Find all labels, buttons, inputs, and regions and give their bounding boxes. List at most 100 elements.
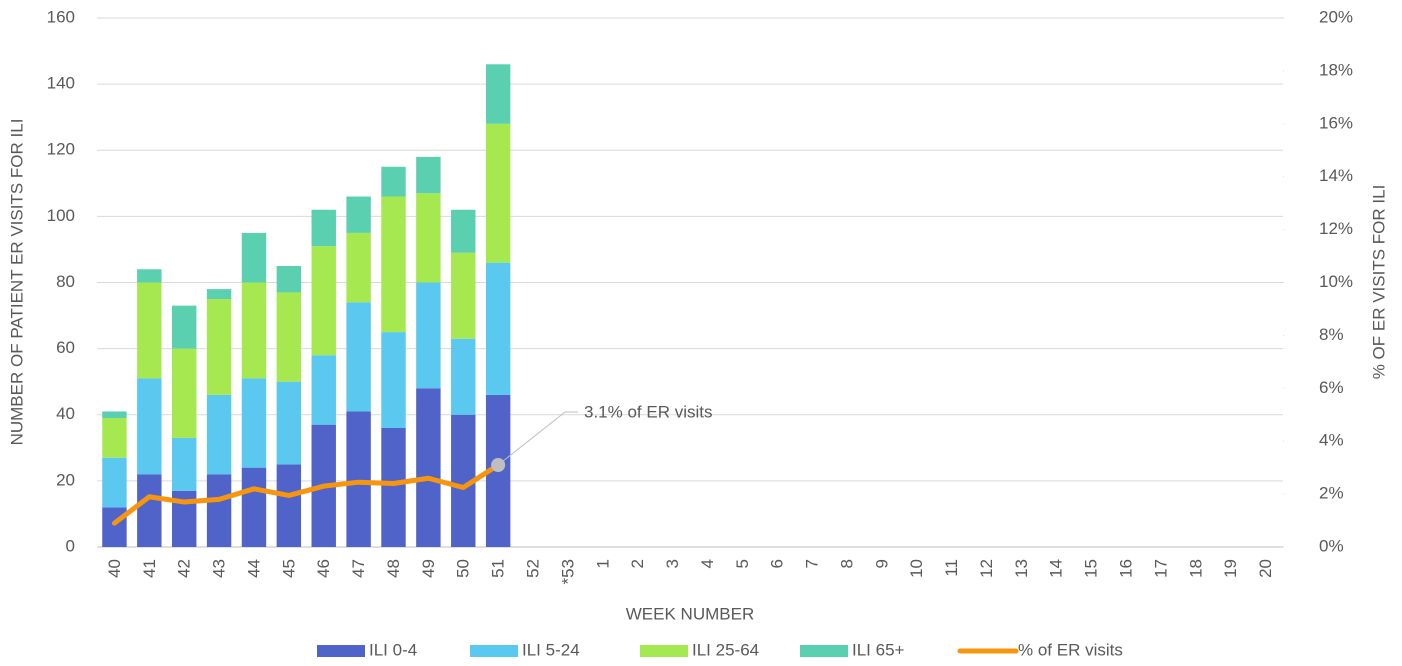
x-axis-title: WEEK NUMBER	[626, 604, 754, 623]
x-tick-label: 50	[454, 559, 473, 578]
x-tick-label: 52	[524, 559, 543, 578]
annotation: 3.1% of ER visits	[584, 402, 713, 421]
bar-segment	[311, 209, 336, 247]
y2-axis-title: % OF ER VISITS FOR ILI	[1369, 185, 1388, 380]
x-tick-label: 17	[1151, 559, 1170, 578]
bar-segment	[381, 196, 406, 333]
bar-segment	[102, 411, 127, 419]
bar-segment	[485, 123, 511, 263]
x-tick-label: 20	[1256, 559, 1275, 578]
x-tick-label: 19	[1221, 559, 1240, 578]
bar-segment	[102, 457, 127, 508]
x-tick-label: 51	[489, 559, 508, 578]
legend-swatch	[800, 645, 848, 657]
y2-tick-label: 6%	[1319, 378, 1344, 397]
y-tick-label: 100	[47, 206, 75, 225]
y-axis-title: NUMBER OF PATIENT ER VISITS FOR ILI	[7, 119, 26, 446]
x-tick-label: 14	[1047, 559, 1066, 578]
y2-tick-label: 10%	[1319, 272, 1353, 291]
y-tick-label: 140	[47, 74, 75, 93]
legend-label: % of ER visits	[1018, 640, 1123, 659]
bar-segment	[416, 193, 441, 283]
y2-tick-label: 20%	[1319, 7, 1353, 26]
y-tick-label: 60	[56, 338, 75, 357]
bar-segment	[381, 166, 406, 197]
x-tick-label: 7	[803, 559, 822, 568]
bar-segment	[381, 332, 406, 428]
x-tick-label: 11	[942, 559, 961, 577]
annotation-leader	[497, 411, 566, 466]
legend-label: ILI 5-24	[522, 640, 580, 659]
bar-segment	[346, 196, 371, 233]
bar-segment	[171, 348, 197, 438]
x-tick-label: *53	[558, 559, 577, 585]
x-tick-label: 41	[140, 559, 159, 578]
bar-segment	[416, 156, 441, 194]
bar-segment	[276, 265, 302, 293]
x-tick-label: 1	[593, 559, 612, 568]
bar-segment	[346, 232, 371, 303]
x-tick-label: 48	[384, 559, 403, 578]
bar-segment	[102, 507, 127, 547]
x-tick-label: 18	[1186, 559, 1205, 578]
bar-segment	[311, 355, 336, 425]
bar-segment	[276, 381, 302, 465]
y2-tick-label: 2%	[1319, 484, 1344, 503]
bar-segment	[276, 292, 302, 382]
y2-tick-label: 16%	[1319, 113, 1353, 132]
legend-swatch	[640, 645, 688, 657]
bar-segment	[137, 269, 162, 283]
legend-swatch	[470, 645, 518, 657]
y2-tick-label: 14%	[1319, 166, 1353, 185]
y2-tick-label: 12%	[1319, 219, 1353, 238]
bar-segment	[485, 64, 511, 124]
y-tick-label: 160	[47, 7, 75, 26]
bar-segment	[206, 289, 232, 300]
bar-segment	[206, 299, 232, 395]
legend-label: ILI 65+	[852, 640, 905, 659]
x-tick-label: 43	[210, 559, 229, 578]
bar-segment	[137, 378, 162, 475]
x-tick-label: 40	[105, 559, 124, 578]
x-tick-label: 2	[628, 559, 647, 568]
line	[111, 462, 501, 526]
bar-segment	[451, 209, 476, 253]
x-tick-label: 8	[837, 559, 856, 568]
legend-label: ILI 25-64	[692, 640, 759, 659]
y2-tick-label: 0%	[1319, 536, 1344, 555]
y-tick-label: 20	[56, 470, 75, 489]
y2-tick-label: 18%	[1319, 60, 1353, 79]
x-tick-label: 12	[977, 559, 996, 578]
bar-segment	[241, 378, 267, 468]
bar-segment	[137, 474, 162, 547]
y-tick-label: 80	[56, 272, 75, 291]
bar-segment	[416, 282, 441, 389]
bar-segment	[206, 474, 232, 547]
bar-segment	[311, 246, 336, 356]
bar-segment	[102, 418, 127, 458]
x-tick-label: 42	[175, 559, 194, 578]
x-tick-label: 3	[663, 559, 682, 568]
bar-segment	[451, 252, 476, 339]
bar-segment	[451, 338, 476, 415]
x-tick-label: 10	[907, 559, 926, 578]
annotation-point	[491, 458, 506, 473]
legend-swatch	[317, 645, 365, 657]
y2-tick-label: 8%	[1319, 325, 1344, 344]
y-tick-label: 40	[56, 404, 75, 423]
x-tick-label: 47	[349, 559, 368, 578]
x-tick-label: 49	[419, 559, 438, 578]
x-tick-label: 44	[244, 559, 263, 578]
bar-segment	[241, 232, 267, 283]
x-tick-label: 46	[314, 559, 333, 578]
y-tick-label: 120	[47, 140, 75, 159]
x-tick-label: 13	[1012, 559, 1031, 578]
y2-tick-label: 4%	[1319, 431, 1344, 450]
bar-segment	[206, 394, 232, 475]
bar-segment	[346, 411, 371, 547]
x-tick-label: 15	[1082, 559, 1101, 578]
x-tick-label: 45	[279, 559, 298, 578]
bar-segment	[137, 282, 162, 379]
